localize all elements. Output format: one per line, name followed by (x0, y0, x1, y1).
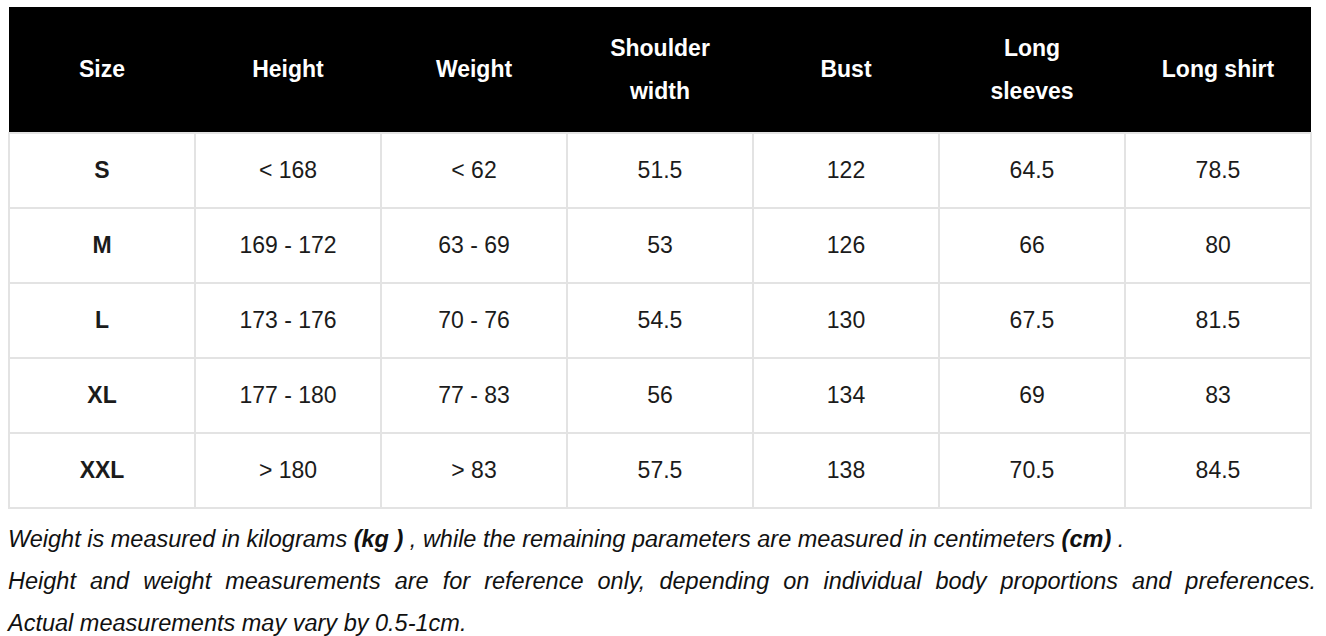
cell-bust: 126 (753, 208, 939, 283)
cell-size: XXL (9, 433, 195, 508)
cell-long-sleeves: 70.5 (939, 433, 1125, 508)
column-header-long-sleeves: Long sleeves (939, 7, 1125, 133)
table-body: S < 168 < 62 51.5 122 64.5 78.5 M 169 - … (9, 133, 1311, 508)
column-header-shoulder-width: Shoulder width (567, 7, 753, 133)
measurement-notes: Weight is measured in kilograms (kg ) , … (8, 519, 1316, 636)
cell-height: 169 - 172 (195, 208, 381, 283)
header-row: Size Height Weight Shoulder width Bust L… (9, 7, 1311, 133)
cell-shoulder-width: 54.5 (567, 283, 753, 358)
cell-bust: 122 (753, 133, 939, 208)
cell-weight: 63 - 69 (381, 208, 567, 283)
cell-bust: 138 (753, 433, 939, 508)
note-reference-line: Height and weight measurements are for r… (8, 561, 1316, 603)
column-header-size: Size (9, 7, 195, 133)
note-text: Weight is measured in kilograms (8, 526, 354, 552)
column-header-height: Height (195, 7, 381, 133)
cell-shoulder-width: 51.5 (567, 133, 753, 208)
cell-long-sleeves: 66 (939, 208, 1125, 283)
cell-size: M (9, 208, 195, 283)
cell-height: > 180 (195, 433, 381, 508)
cell-long-sleeves: 69 (939, 358, 1125, 433)
cell-long-sleeves: 64.5 (939, 133, 1125, 208)
cell-long-shirt: 80 (1125, 208, 1311, 283)
column-header-weight: Weight (381, 7, 567, 133)
column-header-bust: Bust (753, 7, 939, 133)
cell-size: S (9, 133, 195, 208)
table-row-xxl: XXL > 180 > 83 57.5 138 70.5 84.5 (9, 433, 1311, 508)
note-tolerance-line: Actual measurements may vary by 0.5-1cm. (8, 603, 1316, 636)
cell-height: < 168 (195, 133, 381, 208)
cell-weight: < 62 (381, 133, 567, 208)
cell-height: 173 - 176 (195, 283, 381, 358)
table-row-s: S < 168 < 62 51.5 122 64.5 78.5 (9, 133, 1311, 208)
table-row-xl: XL 177 - 180 77 - 83 56 134 69 83 (9, 358, 1311, 433)
note-cm-unit: (cm) (1062, 526, 1112, 552)
cell-long-shirt: 83 (1125, 358, 1311, 433)
size-chart-page: Size Height Weight Shoulder width Bust L… (0, 7, 1326, 636)
cell-height: 177 - 180 (195, 358, 381, 433)
cell-bust: 134 (753, 358, 939, 433)
cell-bust: 130 (753, 283, 939, 358)
cell-shoulder-width: 56 (567, 358, 753, 433)
table-row-m: M 169 - 172 63 - 69 53 126 66 80 (9, 208, 1311, 283)
note-kg-unit: (kg ) (354, 526, 404, 552)
cell-shoulder-width: 53 (567, 208, 753, 283)
cell-size: L (9, 283, 195, 358)
note-text: , while the remaining parameters are mea… (403, 526, 1061, 552)
cell-shoulder-width: 57.5 (567, 433, 753, 508)
note-units-line: Weight is measured in kilograms (kg ) , … (8, 519, 1316, 561)
cell-weight: > 83 (381, 433, 567, 508)
cell-long-shirt: 81.5 (1125, 283, 1311, 358)
cell-weight: 77 - 83 (381, 358, 567, 433)
cell-long-shirt: 78.5 (1125, 133, 1311, 208)
note-text: . (1111, 526, 1124, 552)
column-header-long-shirt: Long shirt (1125, 7, 1311, 133)
table-row-l: L 173 - 176 70 - 76 54.5 130 67.5 81.5 (9, 283, 1311, 358)
cell-size: XL (9, 358, 195, 433)
cell-weight: 70 - 76 (381, 283, 567, 358)
cell-long-shirt: 84.5 (1125, 433, 1311, 508)
size-chart-table: Size Height Weight Shoulder width Bust L… (8, 7, 1312, 509)
cell-long-sleeves: 67.5 (939, 283, 1125, 358)
table-header: Size Height Weight Shoulder width Bust L… (9, 7, 1311, 133)
